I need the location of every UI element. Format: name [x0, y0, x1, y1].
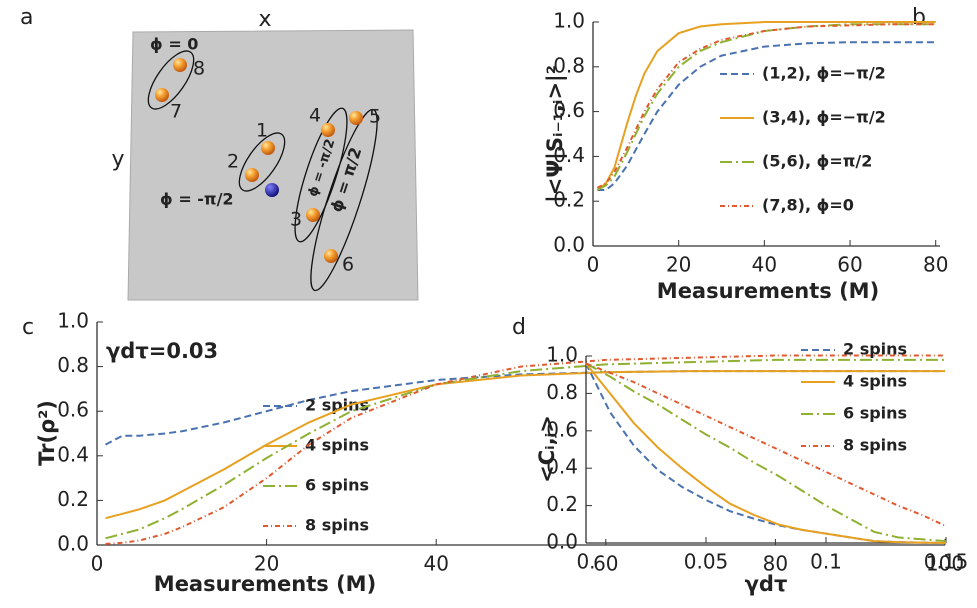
panel-label: c: [22, 315, 34, 340]
x-tick-label: 80: [923, 253, 948, 277]
legend-label: 2 spins: [305, 396, 369, 415]
y-tick-label: 0.0: [553, 233, 585, 257]
spin-label: 8: [193, 58, 205, 80]
probe: [265, 183, 279, 197]
series-line: [585, 362, 947, 544]
spin: [349, 111, 363, 125]
legend-label: 6 spins: [305, 476, 369, 495]
x-axis-title: γdτ: [745, 572, 788, 596]
y-axis-title: |<Ψ|Sᵢ₋₁,ᵢ>|²: [543, 65, 568, 203]
x-tick-label: 0: [587, 253, 600, 277]
x-tick-label: 60: [837, 253, 862, 277]
x-tick-label: 40: [752, 253, 777, 277]
series-line: [596, 21, 936, 191]
phase-label: ϕ = 0: [150, 35, 198, 54]
spin-label: 3: [290, 209, 302, 231]
y-tick-label: 1.0: [553, 9, 585, 33]
spin: [155, 88, 169, 102]
chart-panel: b 0.0 0.2 0.4 0.6 0.8 1.0 0 20 40 60 80 Measurements…: [543, 5, 948, 303]
x-tick-label: 0.1: [810, 550, 842, 574]
pair-ellipse: [310, 108, 378, 292]
y-tick-label: 0.4: [57, 442, 89, 466]
spin-label: 1: [256, 120, 268, 142]
series-line: [585, 362, 947, 543]
spin: [321, 123, 335, 137]
x-axis-title: Measurements (M): [657, 279, 879, 303]
y-tick-label: 1.0: [546, 343, 578, 367]
y-axis-title: Tr(ρ²): [35, 400, 59, 466]
annotation: γdτ=0.03: [106, 339, 218, 363]
panel-a: a x y 1 2 3 4 5 6 7 8 ϕ = 0 ϕ = -π/2 ϕ =…: [20, 5, 419, 301]
spin: [245, 168, 259, 182]
spin-label: 6: [342, 254, 354, 276]
legend-label: 2 spins: [843, 340, 907, 359]
x-tick-label: 20: [254, 552, 279, 576]
y-tick-label: 0.8: [546, 380, 578, 404]
x-tick-label: 40: [423, 552, 448, 576]
x-axis-title: Measurements (M): [154, 572, 376, 596]
pair-ellipse: [147, 50, 195, 110]
y-tick-label: 0.2: [553, 188, 585, 212]
x-tick-label: 0.: [576, 550, 595, 574]
y-tick-label: 0.6: [553, 98, 585, 122]
x-tick-label: 0.05: [684, 550, 729, 574]
legend-label: (3,4), ϕ=−π/2: [762, 108, 886, 127]
series-line: [585, 363, 947, 544]
series-line: [585, 362, 947, 528]
spin: [173, 58, 187, 72]
x-tick-label: 0.15: [924, 550, 969, 574]
x-tick-label: 0: [91, 552, 104, 576]
pair-ellipse: [238, 132, 286, 192]
series-line: [105, 354, 945, 545]
spin-label: 4: [309, 105, 321, 127]
legend-label: 8 spins: [305, 516, 369, 535]
y-label: y: [111, 147, 124, 172]
y-tick-label: 0.2: [546, 492, 578, 516]
x-label: x: [258, 7, 271, 32]
chart-panel: c 0.0 0.2 0.4 0.6 0.8 1.0 0 20 40 60 80 100 Measureme…: [22, 309, 964, 597]
x-tick-label: 60: [593, 552, 618, 576]
plane: [127, 29, 419, 301]
series-line: [105, 370, 945, 520]
spin-label: 5: [369, 106, 381, 128]
x-tick-label: 20: [666, 253, 691, 277]
spin-label: 7: [170, 101, 182, 123]
y-tick-label: 0.0: [546, 530, 578, 554]
panel-label: a: [20, 5, 33, 30]
legend-label: 6 spins: [843, 404, 907, 423]
legend-label: 4 spins: [843, 372, 907, 391]
panel-label: d: [512, 315, 526, 340]
y-tick-label: 0.2: [57, 487, 89, 511]
x-tick-label: 80: [763, 552, 788, 576]
spin: [306, 208, 320, 222]
series-line: [105, 370, 945, 446]
y-tick-label: 0.4: [553, 143, 585, 167]
y-tick-label: 0.6: [546, 417, 578, 441]
series-line: [105, 358, 945, 540]
panel-label: b: [912, 5, 926, 30]
phase-label: ϕ = -π/2: [160, 190, 234, 209]
y-tick-label: 0.4: [546, 455, 578, 479]
spin: [324, 249, 338, 263]
legend-label: 8 spins: [843, 436, 907, 455]
y-tick-label: 0.8: [553, 53, 585, 77]
legend-label: (1,2), ϕ=−π/2: [762, 64, 886, 83]
legend-label: 4 spins: [305, 436, 369, 455]
y-tick-label: 1.0: [57, 309, 89, 333]
legend-label: (7,8), ϕ=0: [762, 196, 854, 215]
y-tick-label: 0.6: [57, 398, 89, 422]
legend-label: (5,6), ϕ=π/2: [762, 152, 872, 171]
chart-panel: d 0.0 0.2 0.4 0.6 0.8 1.0 0. 0.05 0.1 0.15 γdτ <Cᵢ,ⱼ…: [512, 315, 968, 596]
y-axis-title: <Cᵢ,ⱼ>: [535, 415, 559, 483]
pair-ellipse: [294, 107, 348, 243]
spin: [261, 141, 275, 155]
x-tick-label: 100: [926, 552, 964, 576]
y-tick-label: 0.8: [57, 353, 89, 377]
series-line: [597, 41, 936, 191]
spin-label: 2: [227, 151, 239, 173]
y-tick-label: 0.0: [57, 532, 89, 556]
series-line: [596, 23, 936, 189]
